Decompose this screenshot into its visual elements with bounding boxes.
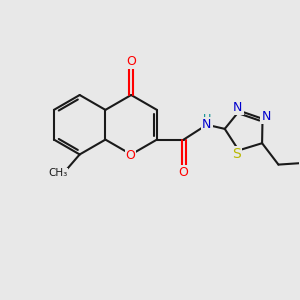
Text: N: N <box>261 110 271 123</box>
Text: O: O <box>126 55 136 68</box>
Text: CH₃: CH₃ <box>48 169 68 178</box>
Text: H: H <box>202 114 211 124</box>
Text: N: N <box>202 118 212 131</box>
Text: O: O <box>126 148 136 162</box>
Text: N: N <box>233 101 243 114</box>
Text: O: O <box>179 166 189 179</box>
Text: S: S <box>232 147 241 161</box>
